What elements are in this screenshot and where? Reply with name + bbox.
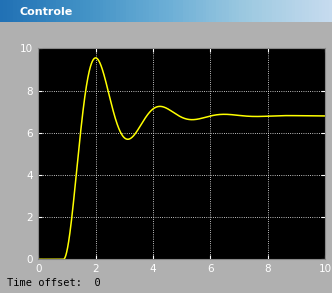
Text: Time offset:  0: Time offset: 0 (7, 278, 100, 288)
Text: Controle: Controle (20, 7, 73, 17)
